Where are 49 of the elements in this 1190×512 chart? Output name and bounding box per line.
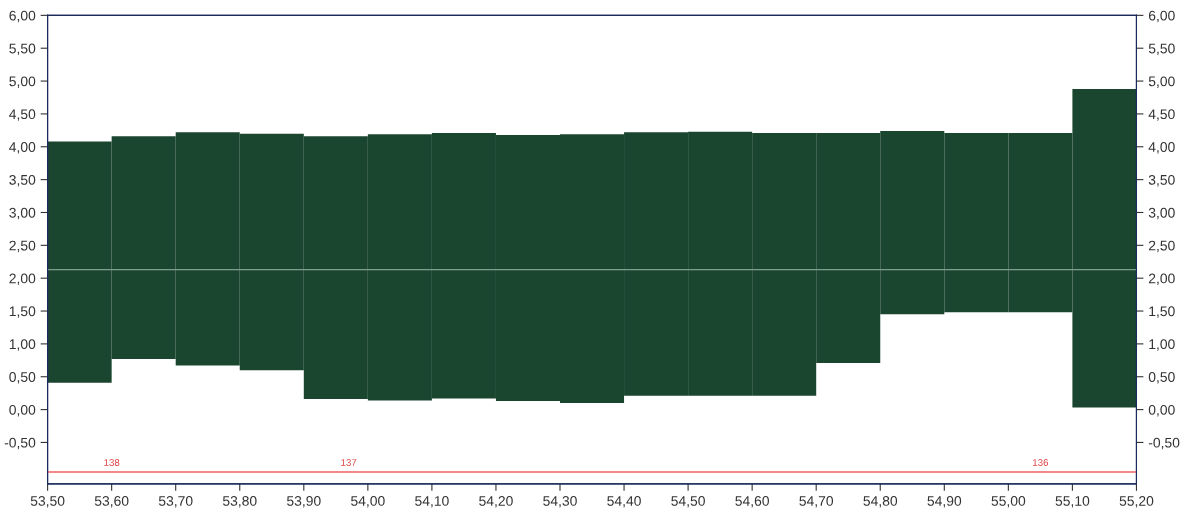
y-tick-label: 5,50 [9, 43, 36, 56]
x-tick-label: 55,00 [991, 496, 1026, 508]
y-tick-label: 3,00 [9, 207, 36, 220]
y2-tick-label: 5,50 [1148, 43, 1175, 56]
y-tick-label: -0,50 [4, 437, 36, 450]
y2-tick-label: -0,50 [1148, 437, 1180, 450]
x-tick-label: 54,60 [735, 496, 769, 508]
x-tick-label: 55,10 [1055, 496, 1090, 508]
annotation: 137 [341, 459, 357, 466]
y-tick-label: 5,00 [9, 76, 36, 88]
annotation: 138 [104, 459, 120, 466]
y-tick-label: 6,00 [9, 10, 36, 23]
x-tick-label: 53,80 [222, 496, 257, 508]
y-tick-label: 0,00 [9, 404, 36, 417]
x-tick-label: 55,20 [1119, 496, 1154, 508]
y-tick-label: 4,00 [9, 142, 36, 154]
x-tick-label: 53,70 [158, 496, 193, 508]
y-tick-label: 4,50 [9, 109, 36, 121]
y2-tick-label: 5,00 [1148, 76, 1175, 88]
y2-tick-label: 2,00 [1148, 273, 1175, 285]
x-tick-label: 54,80 [863, 496, 898, 508]
y-tick-label: 2,50 [9, 240, 36, 253]
y2-tick-label: 3,00 [1148, 207, 1175, 220]
x-tick-label: 54,90 [927, 496, 962, 508]
y2-tick-label: 2,50 [1148, 240, 1175, 253]
y2-tick-label: 1,50 [1149, 306, 1175, 318]
x-tick-label: 54,20 [479, 496, 513, 508]
x-tick-label: 54,50 [671, 496, 705, 508]
x-tick-label: 53,90 [286, 496, 321, 508]
annotation: 136 [1033, 459, 1049, 466]
y-tick-label: 3,50 [9, 174, 36, 187]
y-tick-label: 1,50 [9, 306, 36, 318]
y2-tick-label: 4,00 [1148, 142, 1175, 154]
x-tick-label: 54,00 [351, 496, 385, 508]
x-tick-label: 54,70 [799, 496, 834, 508]
y2-tick-label: 1,00 [1149, 339, 1175, 351]
y2-tick-label: 0,00 [1148, 404, 1175, 417]
y-tick-label: 1,00 [9, 339, 36, 351]
x-tick-label: 53,60 [94, 496, 129, 508]
y-tick-label: 0,50 [9, 372, 36, 384]
x-tick-label: 54,10 [415, 496, 449, 508]
y2-tick-label: 0,50 [1148, 372, 1175, 384]
y2-tick-label: 4,50 [1148, 109, 1175, 121]
y2-tick-label: 3,50 [1148, 174, 1175, 187]
x-tick-label: 54,40 [607, 496, 641, 508]
x-tick-label: 53,50 [30, 496, 65, 508]
y2-tick-label: 6,00 [1148, 10, 1175, 23]
y-tick-label: 2,00 [9, 273, 36, 285]
x-tick-label: 54,30 [543, 496, 577, 508]
